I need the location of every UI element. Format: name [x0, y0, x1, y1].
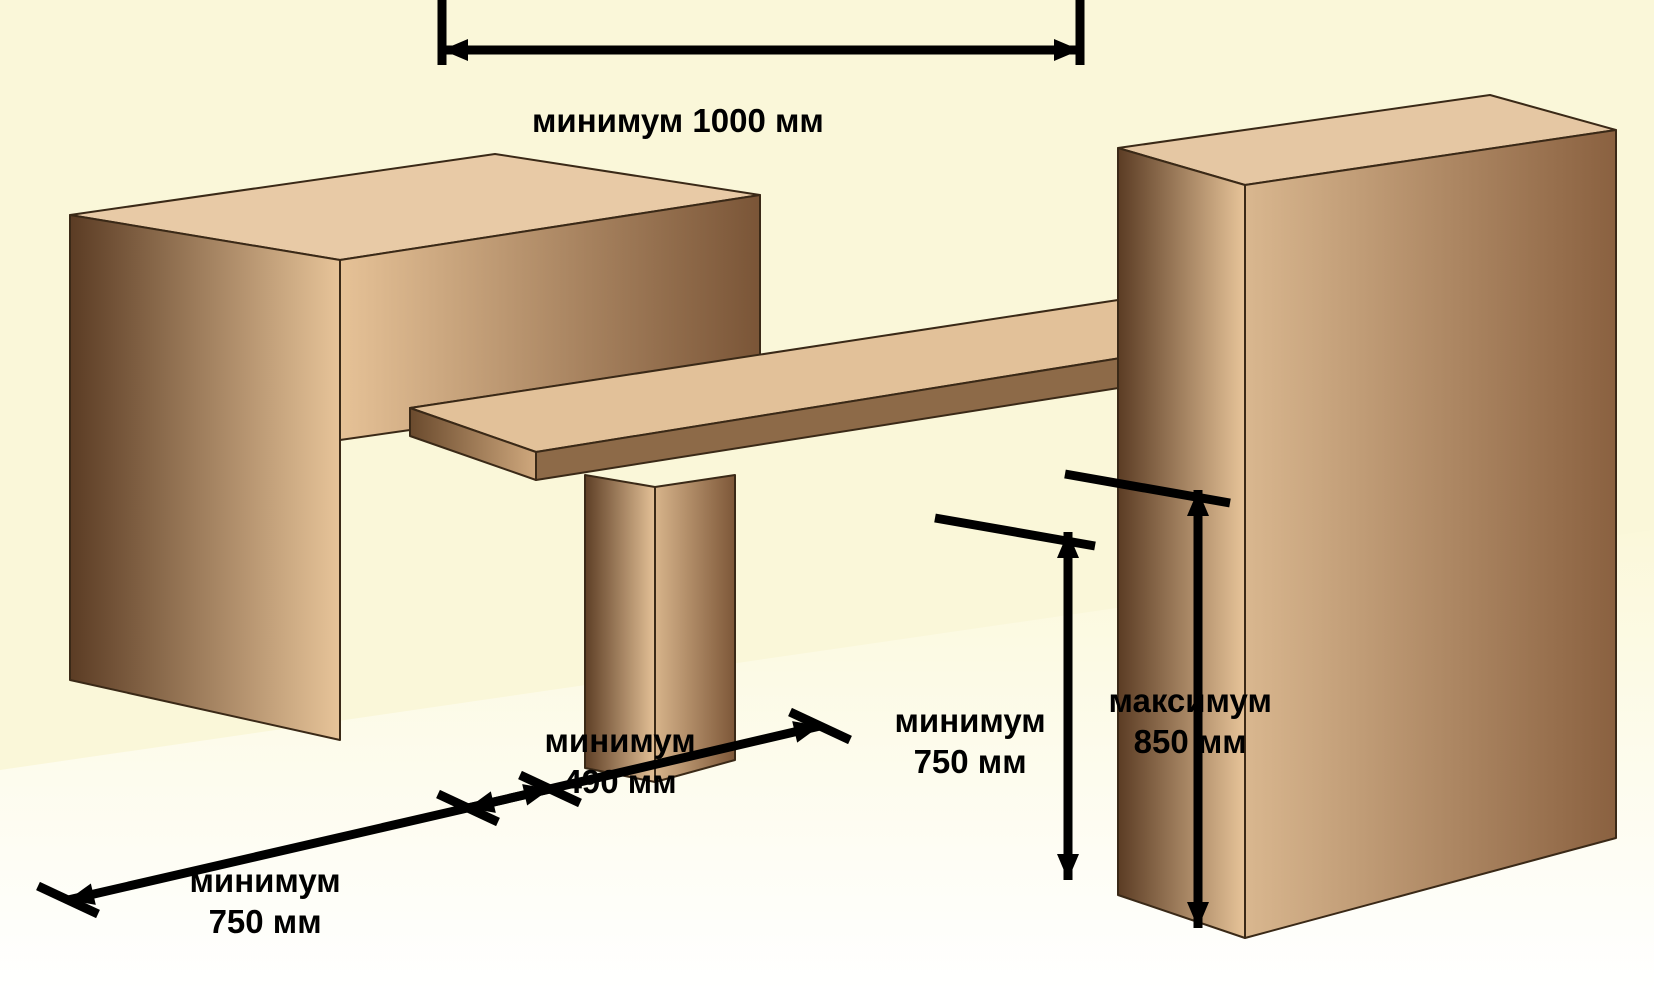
diagram-canvas: минимум 1000 мм минимум750 мм минимум490… [0, 0, 1654, 990]
dim-height-max-label: максимум850 мм [1109, 680, 1272, 763]
dim-height-min-label: минимум750 мм [895, 700, 1046, 783]
dim-depth-750-label: минимум750 мм [190, 860, 341, 943]
dim-depth-490-label: минимум490 мм [545, 720, 696, 803]
dimension-drawing [0, 0, 1654, 990]
dim-top-width-label: минимум 1000 мм [532, 100, 824, 141]
